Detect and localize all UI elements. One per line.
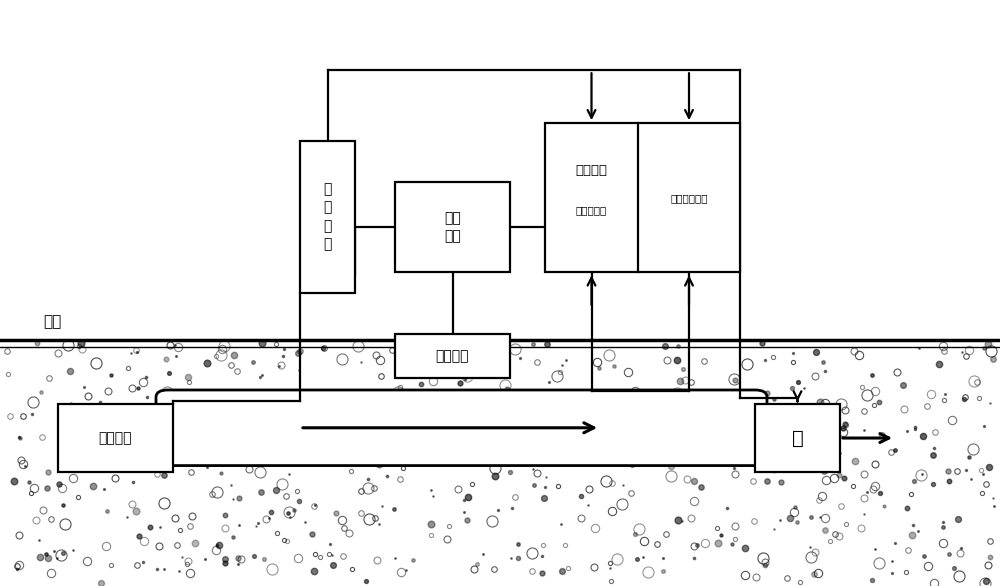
Text: 参比电极: 参比电极	[99, 431, 132, 445]
Text: 挤流回路: 挤流回路	[576, 165, 608, 178]
Text: 地面: 地面	[43, 314, 61, 329]
Text: 杂散电流流动方向: 杂散电流流动方向	[414, 417, 470, 430]
Text: 设定开关: 设定开关	[436, 349, 469, 363]
Text: 控制
回路: 控制 回路	[444, 211, 461, 243]
Text: 镁: 镁	[792, 428, 803, 448]
Text: 检
测
回
路: 检 测 回 路	[323, 182, 332, 251]
Bar	[395, 182, 510, 272]
Text: 埋地金属管道: 埋地金属管道	[439, 435, 484, 448]
Text: （主回路）: （主回路）	[576, 205, 607, 214]
Bar	[755, 404, 840, 472]
Bar	[58, 404, 173, 472]
Bar	[300, 141, 355, 293]
Text: （备用回路）: （备用回路）	[670, 193, 708, 203]
Bar	[545, 123, 740, 272]
Bar	[395, 334, 510, 378]
FancyBboxPatch shape	[156, 390, 767, 465]
